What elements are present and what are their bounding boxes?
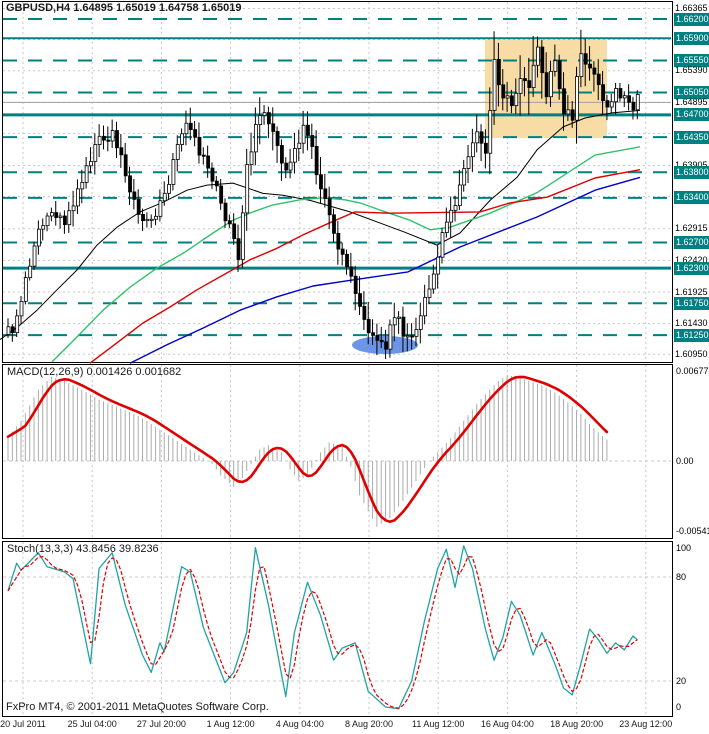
copyright-text: FxPro MT4, © 2001-2011 MetaQuotes Softwa… <box>6 701 269 713</box>
stoch-axis-label: 20 <box>676 675 687 686</box>
time-label: 1 Aug 12:00 <box>206 719 255 729</box>
time-label: 25 Jul 04:00 <box>67 719 117 729</box>
time-label: 18 Aug 20:00 <box>550 719 604 729</box>
time-label: 11 Aug 12:00 <box>411 719 465 729</box>
stochastic-panel[interactable] <box>2 541 672 716</box>
price-label: 1.64895 <box>675 96 708 107</box>
macd-axis-label: 0.00 <box>676 455 694 466</box>
macd-panel[interactable] <box>2 364 672 538</box>
time-label: 4 Aug 04:00 <box>275 719 324 729</box>
price-label-highlighted: 1.62300 <box>674 261 709 275</box>
price-label-highlighted: 1.63800 <box>674 165 709 179</box>
macd-axis-label: -0.00541 <box>676 525 709 536</box>
stoch-axis-label: 0 <box>676 701 682 712</box>
price-label-highlighted: 1.66200 <box>674 12 709 26</box>
price-label-highlighted: 1.64700 <box>674 108 709 122</box>
stoch-axis-label: 100 <box>676 542 692 553</box>
price-label: 1.60950 <box>675 348 708 359</box>
time-label: 23 Aug 12:00 <box>619 719 673 729</box>
time-label: 8 Aug 20:00 <box>344 719 394 729</box>
price-label-highlighted: 1.64350 <box>674 130 709 144</box>
price-label-highlighted: 1.65900 <box>674 31 709 45</box>
stoch-axis-label: 80 <box>676 571 687 582</box>
price-label: 1.63905 <box>675 160 709 170</box>
time-label: 20 Jul 2011 <box>0 719 46 729</box>
time-label: 16 Aug 04:00 <box>480 719 534 729</box>
price-label-highlighted: 1.61250 <box>674 328 709 342</box>
price-label: 1.61925 <box>675 286 708 297</box>
price-label-highlighted: 1.62700 <box>674 236 709 250</box>
price-label: 1.65390 <box>675 65 708 76</box>
price-label: 1.66365 <box>675 3 708 13</box>
price-label-highlighted: 1.61750 <box>674 296 709 310</box>
time-label: 27 Jul 20:00 <box>136 719 186 729</box>
price-label: 1.61430 <box>675 318 708 329</box>
price-label-highlighted: 1.65050 <box>674 85 709 99</box>
main-chart-panel[interactable] <box>2 1 672 362</box>
price-label: 1.62420 <box>675 254 708 265</box>
price-label-highlighted: 1.63400 <box>674 191 709 205</box>
stoch-indicator-label: Stoch(13,3,3) 43.8456 39.8236 <box>7 543 159 555</box>
macd-axis-label: 0.00677 <box>676 365 709 376</box>
chart-title-ohlc: GBPUSD,H4 1.64895 1.65019 1.64758 1.6501… <box>6 2 242 14</box>
price-label-highlighted: 1.65550 <box>674 54 709 68</box>
price-label: 1.62915 <box>675 223 708 234</box>
macd-indicator-label: MACD(12,26,9) 0.001426 0.001682 <box>7 366 182 378</box>
